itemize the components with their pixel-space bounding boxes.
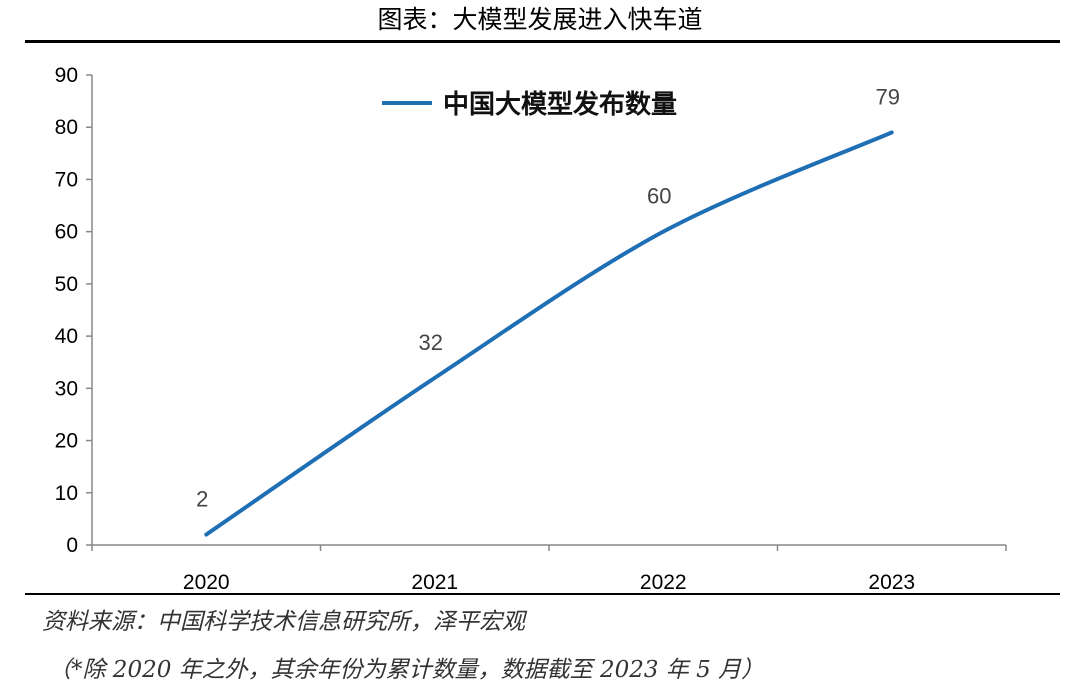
series-group [204, 130, 894, 537]
x-axis: 2020 2021 2022 2023 [91, 544, 1007, 594]
y-tick-label: 20 [55, 430, 78, 453]
data-label: 2 [196, 487, 208, 512]
bottom-rule [25, 593, 1060, 595]
x-tick-label: 2023 [868, 571, 915, 594]
data-label: 32 [419, 330, 443, 355]
legend-label: 中国大模型发布数量 [443, 89, 677, 120]
line-chart: 0 10 20 30 40 50 60 70 80 90 2020 2021 2022 2023 2 32… [55, 64, 1007, 594]
data-label: 79 [876, 84, 900, 109]
x-tick-label: 2020 [183, 571, 230, 594]
y-tick-label: 0 [66, 534, 78, 557]
chart-title: 图表：大模型发展进入快车道 [377, 5, 703, 34]
y-tick-label: 10 [55, 482, 78, 505]
y-tick-label: 70 [55, 168, 78, 191]
y-tick-label: 40 [55, 325, 78, 348]
data-labels: 2 32 60 79 [196, 84, 900, 511]
y-axis: 0 10 20 30 40 50 60 70 80 90 [55, 64, 93, 557]
data-label: 60 [647, 184, 671, 209]
legend: 中国大模型发布数量 [382, 89, 677, 120]
series-line [204, 130, 894, 537]
y-tick-label: 30 [55, 377, 78, 400]
y-tick-label: 90 [55, 64, 78, 87]
top-rule [25, 40, 1060, 43]
y-tick-label: 50 [55, 273, 78, 296]
y-tick-label: 60 [55, 221, 78, 244]
y-tick-label: 80 [55, 116, 78, 139]
x-tick-label: 2022 [640, 571, 687, 594]
source-note: 资料来源：中国科学技术信息研究所，泽平宏观 [42, 609, 525, 635]
footnote: （*除 2020 年之外，其余年份为累计数量，数据截至 2023 年 5 月） [48, 657, 765, 683]
x-tick-label: 2021 [411, 571, 458, 594]
